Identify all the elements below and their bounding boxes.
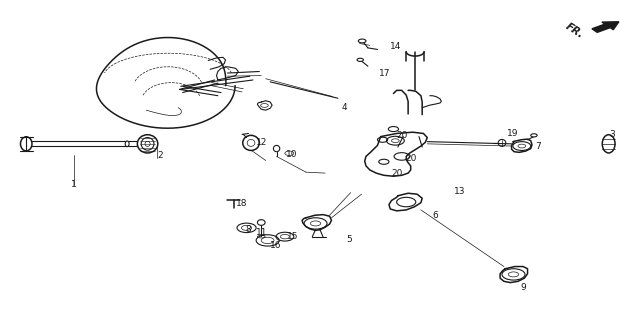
FancyArrow shape [592,22,619,32]
Text: FR.: FR. [564,21,586,40]
Text: 15: 15 [287,232,299,240]
Text: 1: 1 [71,180,77,189]
Ellipse shape [257,220,265,225]
Text: 19: 19 [507,129,518,138]
Text: 2: 2 [157,151,163,160]
Text: 10: 10 [285,150,297,159]
Ellipse shape [358,39,366,43]
Text: 20: 20 [405,154,417,163]
Text: 7: 7 [536,143,541,151]
Text: 6: 6 [432,211,438,220]
Ellipse shape [357,58,364,61]
Text: 8: 8 [246,225,252,234]
Text: 11: 11 [255,228,267,237]
Text: 18: 18 [236,199,248,208]
Text: 17: 17 [380,69,391,78]
Text: 14: 14 [390,42,401,51]
Text: 9: 9 [520,283,526,292]
Text: 12: 12 [255,138,267,147]
Ellipse shape [247,139,255,146]
Ellipse shape [20,137,32,151]
Text: 5: 5 [346,235,351,244]
Ellipse shape [602,135,615,153]
Text: 13: 13 [454,186,465,196]
Ellipse shape [498,139,506,146]
Ellipse shape [138,135,158,153]
Ellipse shape [125,141,129,147]
Ellipse shape [145,141,150,146]
Text: 16: 16 [269,241,281,250]
Ellipse shape [531,134,537,137]
Ellipse shape [273,145,280,152]
Text: 20: 20 [396,131,408,140]
Ellipse shape [141,137,154,150]
Ellipse shape [243,135,259,150]
Text: 20: 20 [391,169,403,178]
Text: 3: 3 [610,130,615,139]
Text: 4: 4 [342,103,347,112]
